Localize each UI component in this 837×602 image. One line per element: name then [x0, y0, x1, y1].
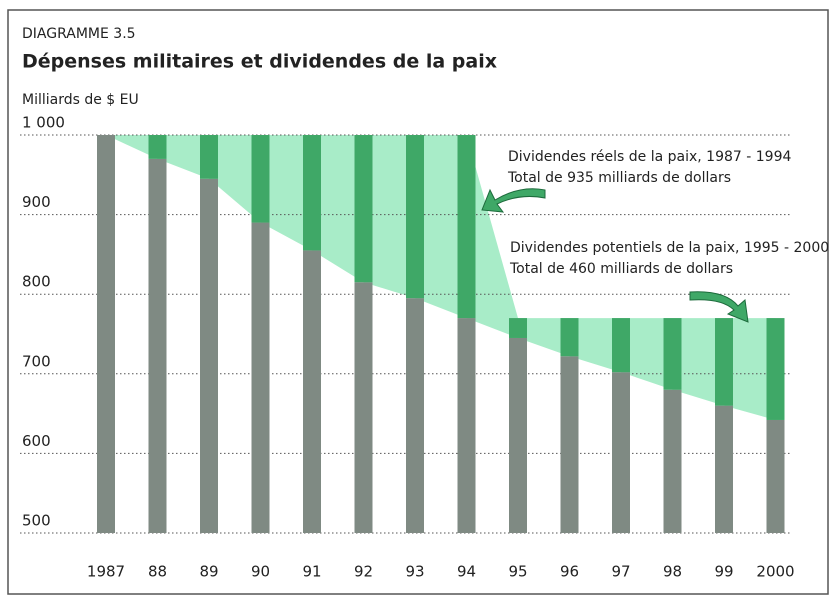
bar [457, 318, 476, 533]
x-tick-label: 97 [611, 563, 630, 581]
chart-title: Dépenses militaires et dividendes de la … [22, 51, 497, 73]
x-tick-label: 2000 [756, 563, 794, 581]
y-axis-label: Milliards de $ EU [22, 92, 139, 108]
y-tick-label: 600 [22, 432, 51, 450]
bar [663, 318, 682, 390]
bar [354, 282, 373, 533]
bar [97, 135, 115, 533]
y-tick-label: 800 [22, 273, 51, 291]
bar [457, 135, 476, 319]
bar [612, 318, 630, 373]
y-tick-label: 900 [22, 193, 51, 211]
annotation: Total de 460 milliards de dollars [509, 261, 733, 277]
arrow [481, 188, 546, 213]
bar [766, 318, 785, 420]
bar [560, 356, 579, 533]
chart-label: DIAGRAMME 3.5 [22, 26, 136, 42]
annotation: Dividendes réels de la paix, 1987 - 1994 [508, 149, 791, 165]
x-tick-label: 95 [508, 563, 527, 581]
x-tick-label: 88 [148, 563, 167, 581]
frame [7, 9, 829, 595]
bar [406, 135, 424, 299]
bar [200, 178, 218, 533]
bar [715, 405, 733, 533]
bar [303, 250, 321, 534]
y-tick-label: 700 [22, 352, 51, 370]
bar [251, 222, 270, 533]
bar [148, 158, 167, 533]
x-tick-label: 1987 [87, 563, 125, 581]
x-tick-label: 93 [405, 563, 424, 581]
x-tick-label: 98 [663, 563, 682, 581]
bar [354, 135, 373, 283]
bar [715, 318, 733, 406]
x-tick-label: 99 [714, 563, 733, 581]
bar [509, 337, 527, 533]
bar [560, 318, 579, 357]
bar [663, 389, 682, 533]
bar [200, 135, 218, 179]
annotation: Dividendes potentiels de la paix, 1995 -… [510, 240, 829, 256]
arrow [689, 291, 749, 323]
bar [612, 372, 630, 533]
x-tick-label: 96 [560, 563, 579, 581]
bar [766, 419, 785, 533]
dividend-area [106, 135, 776, 420]
x-tick-label: 92 [354, 563, 373, 581]
x-tick-label: 89 [199, 563, 218, 581]
bar [148, 135, 167, 159]
x-tick-label: 90 [251, 563, 270, 581]
annotation: Total de 935 milliards de dollars [507, 170, 731, 186]
plot: 500 600 700 800 900 1 000 1987 88 89 90 91 92 93 94 95… [20, 114, 795, 581]
bar [303, 135, 321, 251]
bar [509, 318, 527, 338]
x-tick-label: 94 [457, 563, 476, 581]
x-tick-label: 91 [302, 563, 321, 581]
bar [251, 135, 270, 223]
bar [406, 298, 424, 533]
y-tick-label: 1 000 [22, 114, 65, 132]
y-tick-label: 500 [22, 512, 51, 530]
